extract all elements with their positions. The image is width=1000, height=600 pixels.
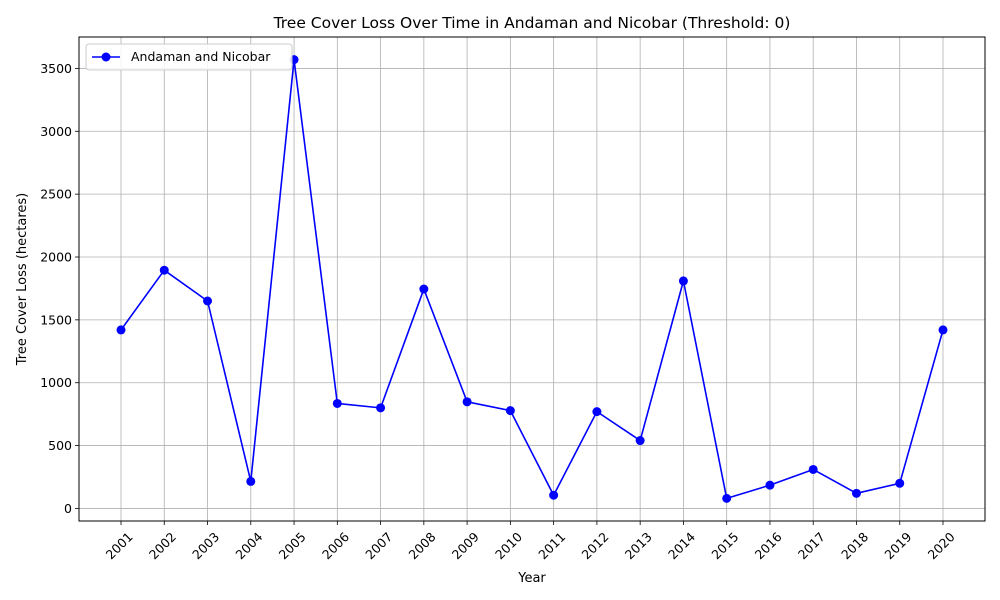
data-point <box>678 276 688 286</box>
data-point <box>462 397 472 407</box>
data-point <box>549 490 559 500</box>
y-axis-title: Tree Cover Loss (hectares) <box>15 193 30 367</box>
legend-label: Andaman and Nicobar <box>131 49 271 64</box>
data-point <box>203 296 213 306</box>
legend-marker-swatch <box>101 52 111 62</box>
data-point <box>851 488 861 498</box>
data-point <box>592 407 602 417</box>
data-point <box>116 325 126 335</box>
data-point <box>159 265 169 275</box>
data-point <box>246 476 256 486</box>
y-tick-label: 3500 <box>40 61 72 76</box>
data-point <box>635 436 645 446</box>
legend-box <box>85 43 293 71</box>
plot-frame <box>78 36 986 522</box>
y-tick-label: 2000 <box>40 250 72 265</box>
data-point <box>505 406 515 416</box>
data-point <box>376 403 386 413</box>
data-point <box>722 493 732 503</box>
series-line <box>120 58 944 500</box>
data-point <box>765 480 775 490</box>
y-tick-label: 0 <box>64 501 72 516</box>
series-line-layer <box>120 58 944 500</box>
y-tick-label: 1000 <box>40 375 72 390</box>
data-point <box>419 284 429 294</box>
y-tick-label: 3000 <box>40 124 72 139</box>
legend: Andaman and Nicobar <box>85 43 293 71</box>
data-point <box>332 398 342 408</box>
data-point <box>938 325 948 335</box>
x-axis-title: Year <box>517 571 546 586</box>
y-tick-label: 2500 <box>40 187 72 202</box>
chart-title: Tree Cover Loss Over Time in Andaman and… <box>273 14 791 32</box>
y-tick-label: 500 <box>48 438 72 453</box>
marker-layer <box>116 55 948 503</box>
data-point <box>808 464 818 474</box>
y-tick-label: 1500 <box>40 312 72 327</box>
data-point <box>895 478 905 488</box>
y-axis-ticks: 0 500 1000 1500 2000 2500 3000 3500 <box>40 61 79 516</box>
